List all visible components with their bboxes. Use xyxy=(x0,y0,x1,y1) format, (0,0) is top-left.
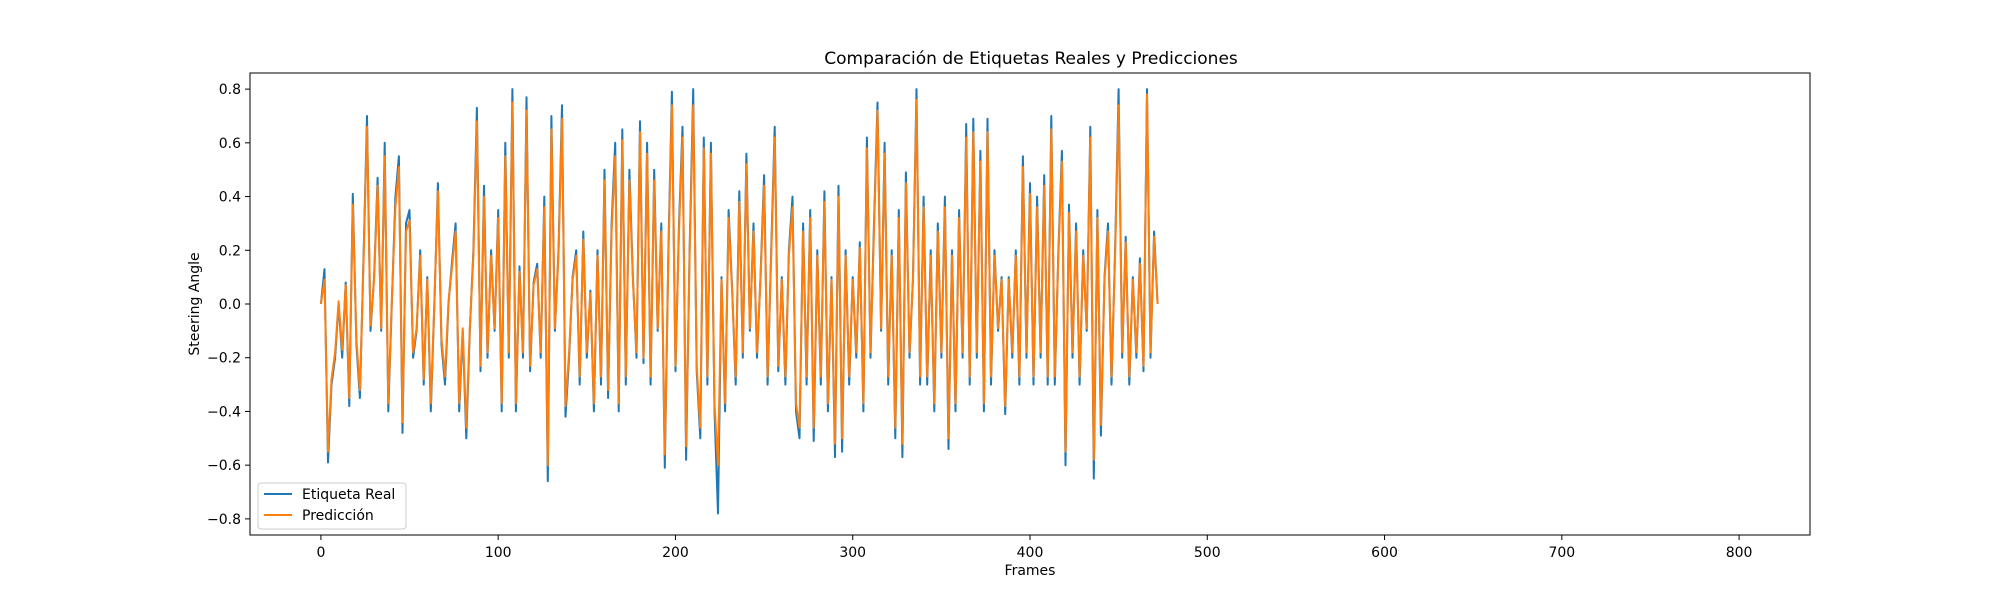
x-tick-label: 800 xyxy=(1726,545,1753,561)
x-tick-label: 100 xyxy=(485,545,512,561)
x-axis-label: Frames xyxy=(1005,563,1056,579)
series-line-1 xyxy=(319,93,1159,467)
y-axis-ticks: −0.8 −0.6 −0.4 −0.2 0.0 0.2 0.4 0.6 0.8 xyxy=(207,82,250,528)
x-axis-ticks: 0 100 200 300 400 500 600 700 800 xyxy=(316,535,1752,561)
x-tick-label: 600 xyxy=(1371,545,1398,561)
y-tick-label: 0.2 xyxy=(219,243,241,259)
chart-title: Comparación de Etiquetas Reales y Predic… xyxy=(824,49,1238,69)
axes-frame xyxy=(249,72,1811,536)
x-tick-label: 0 xyxy=(316,545,325,561)
legend: Etiqueta Real Predicción xyxy=(257,482,407,530)
y-tick-label: −0.2 xyxy=(207,351,241,367)
x-tick-label: 300 xyxy=(839,545,866,561)
y-tick-label: 0.0 xyxy=(219,297,241,313)
y-tick-label: −0.6 xyxy=(207,458,241,474)
plot-area xyxy=(319,88,1159,515)
x-tick-label: 500 xyxy=(1194,545,1221,561)
y-tick-label: 0.8 xyxy=(219,82,241,98)
legend-label-prediccion: Predicción xyxy=(302,508,374,524)
legend-label-etiqueta-real: Etiqueta Real xyxy=(302,487,395,503)
x-tick-label: 400 xyxy=(1017,545,1044,561)
x-tick-label: 700 xyxy=(1548,545,1575,561)
y-tick-label: −0.4 xyxy=(207,404,241,420)
y-tick-label: 0.4 xyxy=(219,190,241,206)
legend-box xyxy=(257,482,407,530)
y-tick-label: −0.8 xyxy=(207,512,241,528)
y-tick-label: 0.6 xyxy=(219,136,241,152)
y-axis-label: Steering Angle xyxy=(187,252,203,355)
x-tick-label: 200 xyxy=(662,545,689,561)
